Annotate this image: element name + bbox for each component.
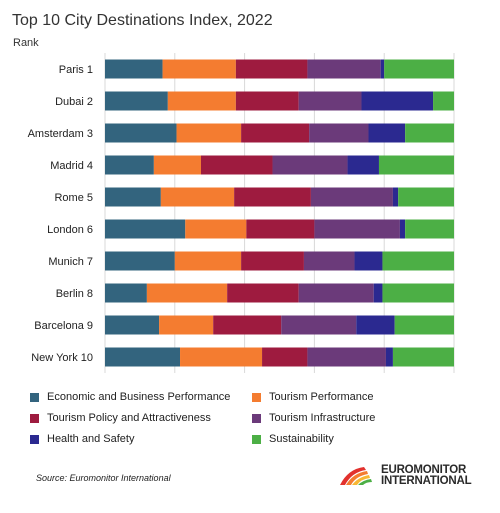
bar-segment bbox=[394, 315, 454, 335]
legend-swatch bbox=[252, 392, 261, 402]
bar-segment bbox=[385, 347, 393, 367]
bar-segment bbox=[146, 283, 228, 303]
y-axis-label: Rank bbox=[13, 37, 39, 49]
legend-item: Tourism Policy and Attractiveness bbox=[30, 412, 211, 424]
legend-label: Tourism Infrastructure bbox=[269, 412, 376, 424]
legend-item: Tourism Infrastructure bbox=[252, 412, 375, 424]
category-label: London 6 bbox=[47, 224, 93, 236]
bar-segment bbox=[405, 123, 454, 143]
bar-segment bbox=[298, 91, 362, 111]
bar-segment bbox=[384, 59, 454, 79]
legend-swatch bbox=[252, 434, 261, 444]
bar-segment bbox=[162, 59, 236, 79]
bar-segment bbox=[405, 219, 454, 239]
legend-swatch bbox=[252, 413, 261, 423]
bar-segment bbox=[105, 155, 154, 175]
source-note: Source: Euromonitor International bbox=[36, 473, 171, 483]
category-label: Paris 1 bbox=[59, 64, 93, 76]
logo-mark-icon bbox=[340, 467, 372, 485]
category-label: Rome 5 bbox=[54, 192, 93, 204]
bar-segment bbox=[105, 59, 163, 79]
bar-segment bbox=[159, 315, 214, 335]
logo-text-line2: INTERNATIONAL bbox=[381, 475, 472, 487]
bar-segment bbox=[167, 91, 236, 111]
bar-segment bbox=[105, 219, 186, 239]
bar-segment bbox=[105, 347, 181, 367]
category-label: Madrid 4 bbox=[50, 160, 93, 172]
legend-item: Economic and Business Performance bbox=[30, 391, 230, 403]
bar-segment bbox=[373, 283, 383, 303]
bar-segment bbox=[227, 283, 299, 303]
bar-segment bbox=[241, 251, 304, 271]
bar-segment bbox=[105, 315, 160, 335]
bar-segment bbox=[281, 315, 357, 335]
bar-segment bbox=[354, 251, 383, 271]
bar-segment bbox=[105, 283, 147, 303]
bar-segment bbox=[176, 123, 242, 143]
bar-segment bbox=[309, 123, 369, 143]
bar-segment bbox=[398, 187, 454, 207]
bar-segment bbox=[272, 155, 348, 175]
bar-segment bbox=[105, 123, 177, 143]
bar-segment bbox=[307, 347, 386, 367]
logo-text-line1: EUROMONITOR bbox=[381, 464, 467, 476]
bar-segment bbox=[235, 91, 299, 111]
category-label: Barcelona 9 bbox=[34, 320, 93, 332]
bar-segment bbox=[378, 155, 454, 175]
bar-segment bbox=[310, 187, 393, 207]
legend-label: Sustainability bbox=[269, 433, 334, 445]
bar-segment bbox=[382, 251, 455, 271]
bar-segment bbox=[105, 187, 161, 207]
legend-swatch bbox=[30, 392, 39, 402]
bar-segment bbox=[303, 251, 355, 271]
category-label: Berlin 8 bbox=[56, 288, 93, 300]
bar-segment bbox=[185, 219, 247, 239]
category-label: Dubai 2 bbox=[55, 96, 93, 108]
bar-segment bbox=[160, 187, 235, 207]
bar-segment bbox=[382, 283, 455, 303]
bar-segment bbox=[433, 91, 454, 111]
bar-segment bbox=[368, 123, 406, 143]
bar-segment bbox=[234, 187, 311, 207]
bar-segment bbox=[356, 315, 395, 335]
bar-segment bbox=[392, 347, 454, 367]
bar-segment bbox=[307, 59, 381, 79]
bar-segment bbox=[246, 219, 315, 239]
legend-swatch bbox=[30, 434, 39, 444]
euromonitor-logo: EUROMONITOR INTERNATIONAL bbox=[338, 462, 478, 488]
bar-segment bbox=[241, 123, 310, 143]
category-label: New York 10 bbox=[31, 352, 93, 364]
category-label: Amsterdam 3 bbox=[28, 128, 93, 140]
bar-segment bbox=[213, 315, 282, 335]
bar-segment bbox=[105, 91, 168, 111]
bar-segment bbox=[174, 251, 242, 271]
legend-item: Sustainability bbox=[252, 433, 334, 445]
bar-segment bbox=[392, 187, 399, 207]
bar-segment bbox=[180, 347, 263, 367]
legend-label: Tourism Performance bbox=[269, 391, 374, 403]
bar-segment bbox=[298, 283, 374, 303]
bar-segment bbox=[380, 59, 385, 79]
bar-segment bbox=[347, 155, 379, 175]
chart-title: Top 10 City Destinations Index, 2022 bbox=[12, 12, 273, 29]
category-label: Munich 7 bbox=[48, 256, 93, 268]
stacked-bar-chart: Paris 1 Dubai 2 Amsterdam 3 Madrid 4 Rome 5 L… bbox=[28, 53, 455, 373]
bar-segment bbox=[235, 59, 308, 79]
bar-segment bbox=[314, 219, 400, 239]
legend-item: Health and Safety bbox=[30, 433, 134, 445]
legend-label: Economic and Business Performance bbox=[47, 391, 231, 403]
bar-segment bbox=[361, 91, 434, 111]
legend-label: Tourism Policy and Attractiveness bbox=[47, 412, 211, 424]
bar-segment bbox=[262, 347, 308, 367]
legend-label: Health and Safety bbox=[47, 433, 135, 445]
legend-swatch bbox=[30, 413, 39, 423]
legend-item: Tourism Performance bbox=[252, 391, 374, 403]
bar-segment bbox=[399, 219, 406, 239]
bar-segment bbox=[200, 155, 273, 175]
bar-segment bbox=[105, 251, 175, 271]
bar-segment bbox=[153, 155, 201, 175]
